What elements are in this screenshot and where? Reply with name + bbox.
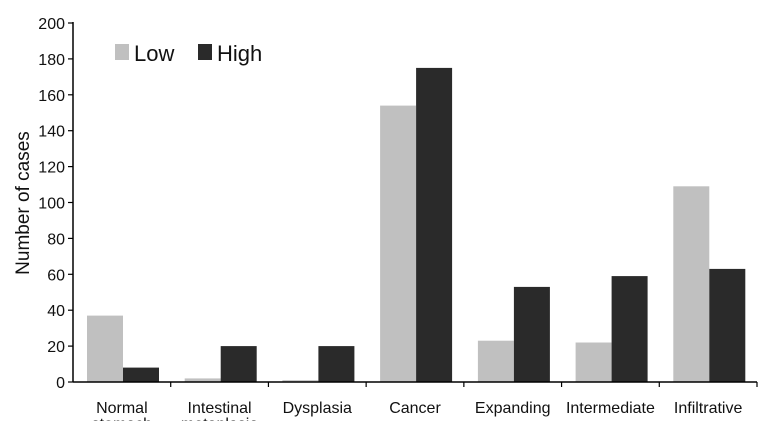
y-tick-label-60: 60 — [47, 267, 65, 284]
y-tick-label-100: 100 — [38, 196, 65, 213]
bar-high-5 — [611, 276, 648, 382]
legend-label-low: Low — [134, 41, 174, 66]
bar-low-2 — [282, 380, 319, 382]
bar-high-2 — [318, 346, 355, 382]
x-tick-label-line: Infiltrative — [674, 400, 743, 417]
x-tick-label-line: Cancer — [389, 400, 441, 417]
x-tick-label-line: stomach — [92, 416, 152, 421]
bar-high-4 — [513, 286, 550, 382]
legend-label-high: High — [217, 41, 262, 66]
y-axis-title: Number of cases — [13, 131, 34, 275]
y-tick-label-0: 0 — [56, 375, 65, 392]
x-tick-label-line: Normal — [96, 400, 148, 417]
y-tick-label-120: 120 — [38, 160, 65, 177]
x-tick-label-line: metaplasia — [181, 416, 258, 421]
y-tick-label-180: 180 — [38, 52, 65, 69]
bar-low-1 — [184, 378, 221, 382]
bar-low-5 — [575, 342, 612, 382]
legend: Low High — [115, 41, 262, 66]
x-tick-label-6: Infiltrative — [674, 400, 743, 417]
x-tick-label-4: Expanding — [475, 400, 551, 417]
x-tick-label-line: Expanding — [475, 400, 551, 417]
x-tick-label-5: Intermediate — [566, 400, 655, 417]
x-tick-label-line: Intermediate — [566, 400, 655, 417]
bar-low-3 — [380, 105, 417, 382]
plot-area: 0 20 40 60 80 100 120 140 160 180 200 Normalstomach… — [38, 16, 758, 421]
x-tick-label-1: Intestinalmetaplasia — [181, 400, 258, 421]
x-tick-label-0: Normalstomach — [92, 400, 152, 421]
y-tick-label-80: 80 — [47, 231, 65, 248]
y-tick-label-200: 200 — [38, 16, 65, 33]
x-tick-label-2: Dysplasia — [283, 400, 352, 417]
bar-high-0 — [123, 367, 159, 382]
bar-low-0 — [87, 315, 123, 382]
x-tick-label-3: Cancer — [389, 400, 441, 417]
bar-high-1 — [220, 346, 257, 382]
y-tick-label-20: 20 — [47, 339, 65, 356]
x-tick-label-line: Intestinal — [188, 400, 252, 417]
y-tick-label-40: 40 — [47, 303, 65, 320]
bar-low-6 — [673, 186, 710, 382]
bar-low-4 — [477, 340, 514, 382]
legend-swatch-high — [198, 44, 212, 60]
legend-swatch-low — [115, 44, 129, 60]
y-tick-label-160: 160 — [38, 88, 65, 105]
y-tick-label-140: 140 — [38, 124, 65, 141]
x-tick-label-line: Dysplasia — [283, 400, 352, 417]
bar-high-6 — [709, 268, 746, 382]
bar-high-3 — [416, 67, 453, 383]
